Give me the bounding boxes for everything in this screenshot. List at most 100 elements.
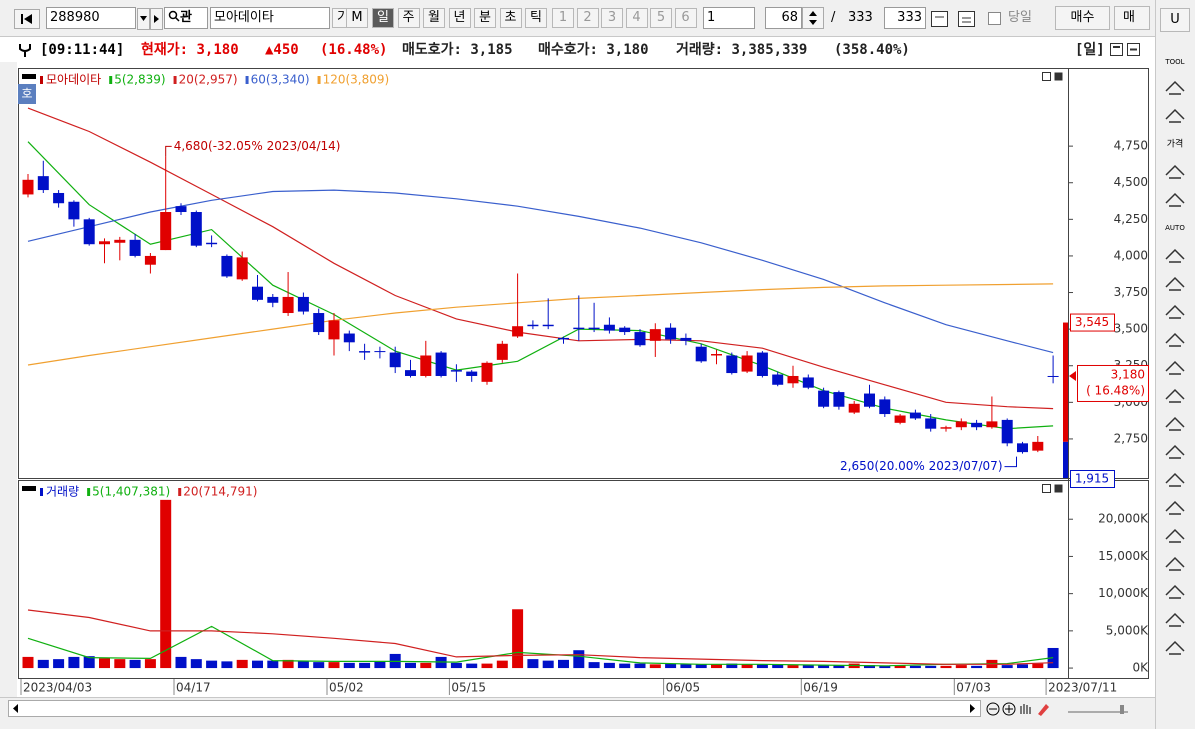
first-button[interactable] — [14, 9, 40, 29]
number-button[interactable]: 3 — [601, 8, 623, 28]
tool-icon[interactable] — [1165, 164, 1185, 179]
tool-icon[interactable] — [1165, 388, 1185, 403]
annotation-line — [165, 145, 172, 157]
volume-bar — [879, 665, 891, 669]
name-input[interactable]: 모아데이타 — [210, 7, 330, 29]
tool-icon[interactable] — [1165, 416, 1185, 431]
volume-bar — [313, 662, 325, 669]
volume-bar — [405, 662, 416, 669]
volume-bar — [634, 663, 646, 669]
tool-icon[interactable] — [1165, 528, 1185, 543]
total-box[interactable]: 333 — [884, 7, 926, 29]
tool-icon[interactable] — [1165, 584, 1185, 599]
period-button[interactable]: 분 — [474, 8, 496, 28]
info-change: ▲450 — [265, 42, 299, 58]
candle-body — [435, 352, 447, 376]
buy-button[interactable]: 매수 — [1055, 6, 1110, 30]
today-checkbox[interactable] — [988, 12, 1002, 26]
total-count: 333 — [848, 10, 873, 25]
period-button[interactable]: 일 — [372, 8, 394, 28]
volume-bar — [129, 659, 141, 669]
period-button[interactable]: 월 — [423, 8, 445, 28]
code-buttons[interactable] — [137, 8, 163, 30]
volume-bar — [160, 499, 172, 669]
tool-icon[interactable] — [1165, 108, 1185, 123]
count-input[interactable]: 68 — [765, 7, 802, 29]
legend-swatch — [40, 488, 43, 496]
volume-bar — [236, 659, 248, 669]
candle-body — [864, 393, 875, 407]
y-tick-label: 2,750 — [1114, 431, 1148, 445]
tool-icon[interactable] — [1165, 304, 1185, 319]
tool-icon[interactable] — [1165, 500, 1185, 515]
number-button[interactable]: 1 — [552, 8, 574, 28]
volume-bar — [894, 665, 906, 669]
tool-icons[interactable] — [930, 8, 980, 30]
tool-icon[interactable] — [1165, 80, 1185, 95]
upper-limit-box — [1070, 313, 1115, 332]
volume-bar — [864, 665, 875, 669]
search-button[interactable]: 관 — [164, 7, 208, 29]
volume-bar — [971, 665, 983, 669]
candle-body — [726, 355, 738, 374]
tool-icon[interactable] — [1165, 640, 1185, 655]
volume-bar — [1001, 665, 1013, 669]
candle-body — [925, 418, 937, 429]
volume-bar — [772, 664, 784, 669]
u-button[interactable]: U — [1160, 8, 1190, 32]
info-window-buttons[interactable] — [1110, 43, 1152, 57]
volume-bar — [818, 665, 830, 669]
tool-icon[interactable] — [1165, 360, 1185, 375]
tool-glyph — [1165, 108, 1185, 123]
number-button[interactable]: 4 — [625, 8, 648, 28]
tool-icon[interactable] — [1165, 472, 1185, 487]
unit-select[interactable]: 1 — [703, 7, 755, 29]
tool-icon[interactable] — [1165, 556, 1185, 571]
number-button[interactable]: 5 — [650, 8, 672, 28]
candle-body — [328, 320, 340, 340]
period-button[interactable]: 년 — [448, 8, 471, 28]
candle-body — [741, 355, 753, 372]
period-button[interactable]: 주 — [397, 8, 420, 28]
y-tick-label: 4,250 — [1114, 212, 1148, 226]
panel-buttons[interactable] — [1042, 72, 1063, 493]
volume-bar — [603, 662, 615, 669]
tool-icon[interactable] — [1165, 248, 1185, 263]
tool-glyph — [1165, 332, 1185, 347]
price-panel-handle[interactable] — [22, 74, 36, 79]
x-tick-label: 2023/07/11 — [1048, 681, 1117, 695]
moving-average — [27, 189, 1054, 354]
candle-body — [909, 412, 921, 419]
tool-icon[interactable] — [1165, 276, 1185, 291]
period-button[interactable]: 초 — [499, 8, 522, 28]
x-tick-label: 05/02 — [329, 681, 364, 695]
tool-glyph — [1165, 360, 1185, 375]
volume-bar — [374, 661, 386, 669]
number-button[interactable]: 6 — [674, 8, 697, 28]
sell-button[interactable]: 매 — [1114, 6, 1150, 30]
volume-panel-handle[interactable] — [22, 486, 36, 491]
volume-bar — [955, 665, 967, 669]
legend-swatch — [245, 76, 249, 84]
badge: 호 — [21, 87, 32, 101]
tool-icon[interactable] — [1165, 192, 1185, 207]
tool-icon[interactable] — [1165, 444, 1185, 459]
tool-icon[interactable] — [1165, 332, 1185, 347]
code-input[interactable]: 288980 — [46, 7, 136, 29]
candle-body — [175, 206, 187, 213]
number-button[interactable]: 2 — [576, 8, 599, 28]
candle-body — [313, 313, 325, 333]
badge-box[interactable] — [18, 84, 36, 104]
y-tick-label: 0K — [1132, 661, 1149, 675]
count-spinner[interactable] — [802, 7, 824, 29]
tool-icon[interactable] — [1165, 612, 1185, 627]
candle-body — [756, 352, 768, 376]
candle-body — [879, 399, 891, 415]
pin-icon[interactable] — [17, 42, 33, 58]
period-button[interactable]: 틱 — [525, 8, 547, 28]
toolbar — [0, 0, 1155, 37]
scrollbar[interactable] — [8, 700, 1153, 718]
volume-bar — [833, 665, 845, 669]
m-button[interactable]: M — [346, 8, 368, 28]
x-tick-label: 04/17 — [176, 681, 211, 695]
